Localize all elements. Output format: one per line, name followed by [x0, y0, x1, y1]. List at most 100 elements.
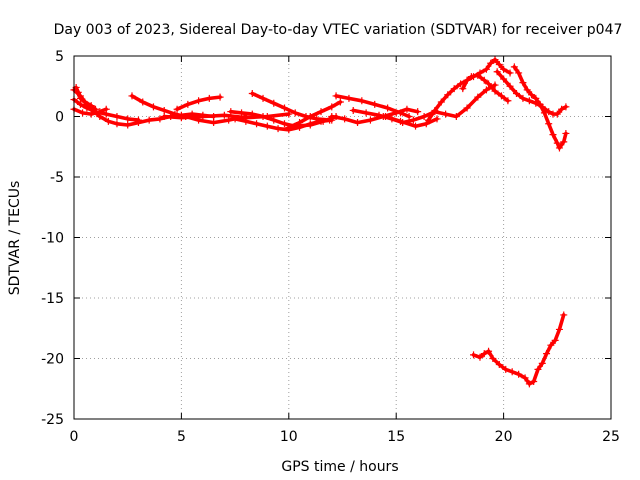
marker-19-13 [562, 129, 570, 137]
marker-19-10 [553, 139, 561, 147]
marker-8-4 [270, 116, 278, 124]
marker-16-1 [431, 106, 439, 114]
marker-16-13 [500, 65, 508, 73]
marker-14-13 [491, 81, 499, 89]
marker-6-3 [205, 94, 213, 102]
marker-6-4 [216, 93, 224, 101]
marker-4-4 [102, 105, 110, 113]
marker-20-15 [547, 341, 555, 349]
marker-14-11 [474, 93, 482, 101]
marker-12-4 [384, 104, 392, 112]
marker-13-6 [403, 105, 411, 113]
marker-14-5 [409, 116, 417, 124]
marker-20-1 [476, 353, 484, 361]
marker-18-3 [512, 90, 520, 98]
marker-1-6 [113, 120, 121, 128]
marker-14-10 [463, 104, 471, 112]
marker-7-0 [160, 113, 168, 120]
marker-17-1 [463, 76, 471, 84]
marker-20-5 [495, 361, 503, 369]
marker-5-3 [160, 106, 168, 114]
y-tick-label--25: -25 [41, 412, 64, 428]
marker-9-0 [231, 115, 239, 123]
x-tick-label-10: 10 [280, 429, 298, 445]
marker-6-2 [195, 97, 203, 105]
marker-17-6 [491, 87, 499, 95]
marker-14-0 [349, 106, 357, 114]
marker-3-6 [124, 115, 132, 123]
marker-19-11 [555, 144, 563, 152]
marker-13-1 [341, 115, 349, 123]
marker-19-6 [536, 100, 544, 108]
marker-13-0 [328, 113, 336, 120]
marker-20-10 [525, 380, 533, 388]
marker-15-4 [433, 115, 441, 123]
marker-19-3 [523, 86, 531, 94]
marker-17-3 [474, 71, 482, 79]
marker-16-4 [450, 85, 458, 93]
marker-7-2 [199, 113, 207, 120]
marker-17-5 [485, 80, 493, 88]
marker-3-2 [83, 104, 91, 112]
marker-10-4 [291, 109, 299, 117]
marker-19-1 [515, 69, 523, 77]
marker-4-2 [87, 110, 95, 118]
marker-17-8 [504, 97, 512, 105]
marker-11-1 [296, 119, 304, 127]
y-tick-label-0: 0 [55, 110, 64, 126]
y-axis-label: SDTVAR / TECUs [7, 181, 23, 296]
marker-13-2 [354, 119, 362, 127]
marker-20-3 [485, 347, 493, 355]
marker-16-3 [444, 91, 452, 99]
marker-13-3 [366, 116, 374, 124]
marker-20-8 [515, 370, 523, 378]
marker-18-0 [493, 68, 501, 76]
marker-10-7 [326, 116, 334, 124]
data-series [70, 56, 570, 388]
marker-5-8 [225, 116, 233, 124]
marker-12-1 [345, 94, 353, 102]
y-tick-label--15: -15 [41, 291, 64, 307]
y-tick-label--10: -10 [41, 231, 64, 247]
marker-4-1 [79, 109, 87, 117]
marker-2-1 [74, 88, 82, 96]
marker-1-7 [124, 121, 132, 129]
marker-3-1 [76, 100, 84, 108]
marker-20-12 [534, 365, 542, 373]
marker-13-5 [392, 109, 400, 117]
marker-19-2 [519, 79, 527, 87]
marker-12-0 [332, 92, 340, 100]
series-14 [351, 83, 497, 125]
marker-9-3 [263, 122, 271, 130]
marker-9-1 [242, 117, 250, 125]
marker-11-4 [328, 103, 336, 111]
marker-11-3 [317, 108, 325, 116]
marker-10-3 [281, 104, 289, 112]
x-tick-label-25: 25 [602, 429, 620, 445]
marker-16-14 [506, 69, 514, 77]
marker-20-0 [470, 351, 478, 359]
marker-18-1 [500, 75, 508, 83]
marker-7-3 [220, 111, 228, 119]
marker-18-8 [545, 108, 553, 116]
marker-8-2 [248, 110, 256, 118]
marker-10-1 [259, 94, 267, 102]
marker-20-18 [560, 311, 568, 319]
marker-19-8 [545, 120, 553, 128]
marker-16-12 [495, 60, 503, 68]
x-tick-label-20: 20 [495, 429, 513, 445]
marker-1-9 [145, 116, 153, 124]
marker-3-5 [113, 113, 121, 120]
marker-6-1 [184, 100, 192, 108]
marker-3-7 [134, 116, 142, 124]
markers-14 [349, 81, 499, 127]
marker-11-5 [336, 98, 344, 106]
marker-20-7 [508, 368, 516, 376]
marker-20-4 [489, 355, 497, 362]
marker-18-4 [519, 94, 527, 102]
markers-6 [173, 93, 224, 113]
marker-19-4 [528, 91, 536, 99]
marker-2-3 [81, 98, 89, 106]
marker-12-6 [405, 113, 413, 120]
marker-20-9 [521, 374, 529, 382]
